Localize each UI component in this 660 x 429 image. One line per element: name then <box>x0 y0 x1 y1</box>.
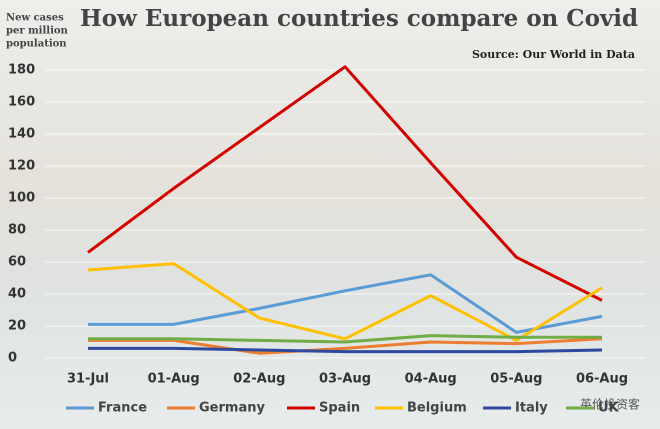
x-tick-label: 01-Aug <box>148 372 200 387</box>
y-tick-label: 40 <box>8 287 26 302</box>
legend-label: Germany <box>199 401 265 416</box>
line <box>87 262 603 342</box>
y-tick-label: 0 <box>8 351 17 366</box>
source: Source: Our World in Data <box>472 48 635 61</box>
y-tick-label: 100 <box>8 191 35 206</box>
x-tick-label: 06-Aug <box>576 372 628 387</box>
line <box>88 346 603 354</box>
legend-label: UK <box>598 401 620 416</box>
watermark: 英伦投资客 <box>580 397 640 412</box>
y-tick-label: 80 <box>8 223 26 238</box>
x-tick-label: 31-Jul <box>67 372 109 387</box>
legend-label: Italy <box>515 401 548 416</box>
y-tick-label: 120 <box>8 159 35 174</box>
y-axis-label: New cases <box>6 13 64 24</box>
legend-label: France <box>98 401 147 416</box>
x-tick-label: 02-Aug <box>233 372 285 387</box>
x-tick-label: 05-Aug <box>490 372 542 387</box>
y-tick-label: 180 <box>8 63 35 78</box>
line <box>88 273 603 334</box>
y-axis-label: per million <box>6 26 69 37</box>
line <box>88 334 602 344</box>
legend-label: Belgium <box>407 401 467 416</box>
x-tick-label: 04-Aug <box>405 372 457 387</box>
line <box>87 65 603 302</box>
y-axis-label: population <box>6 39 67 50</box>
y-tick-label: 60 <box>8 255 26 270</box>
x-tick-label: 03-Aug <box>319 372 371 387</box>
chart-title: How European countries compare on Covid <box>80 5 638 32</box>
y-tick-label: 20 <box>8 319 26 334</box>
line <box>88 337 603 355</box>
legend-label: Spain <box>319 401 360 416</box>
y-tick-label: 140 <box>8 127 35 142</box>
y-tick-label: 160 <box>8 95 35 110</box>
